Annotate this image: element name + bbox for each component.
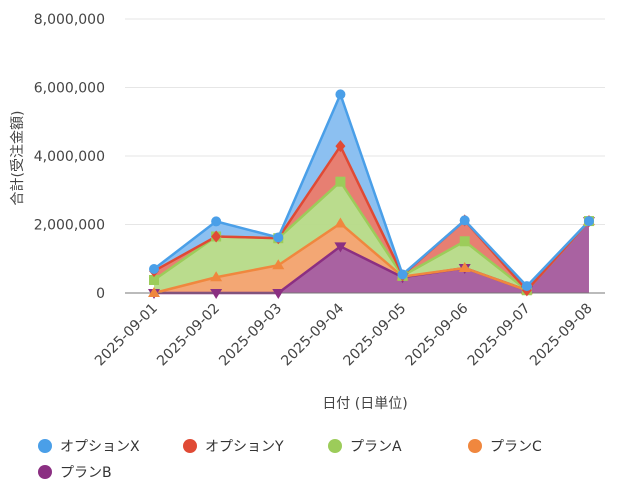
legend-label: オプションY xyxy=(205,439,284,455)
y-tick-label: 8,000,000 xyxy=(34,12,105,28)
legend-marker-icon xyxy=(38,439,52,453)
data-point[interactable] xyxy=(334,242,347,253)
legend-marker-icon xyxy=(468,439,482,453)
area-プランC xyxy=(154,221,589,293)
area-オプションX xyxy=(154,94,589,291)
y-tick-label: 0 xyxy=(96,286,105,302)
data-point[interactable] xyxy=(149,264,159,275)
data-point[interactable] xyxy=(148,287,160,297)
y-tick-label: 4,000,000 xyxy=(34,149,105,165)
area-プランA xyxy=(154,181,589,293)
legend-marker-icon xyxy=(328,439,342,453)
data-point[interactable] xyxy=(272,259,285,270)
x-tick-label: 2025-09-03 xyxy=(216,301,285,370)
legend-label: オプションX xyxy=(60,439,140,455)
data-point[interactable] xyxy=(211,230,222,243)
data-point[interactable] xyxy=(335,140,346,153)
data-point[interactable] xyxy=(521,281,532,292)
legend-label: プランB xyxy=(60,465,112,481)
y-axis-title: 合計(受注金額) xyxy=(10,111,26,206)
data-point[interactable] xyxy=(458,261,471,272)
legend-marker-icon xyxy=(183,439,197,453)
data-point[interactable] xyxy=(459,215,470,226)
x-tick-label: 2025-09-04 xyxy=(278,300,347,369)
line-プランC xyxy=(153,220,590,295)
data-point[interactable] xyxy=(210,289,223,299)
x-axis-title: 日付 (日単位) xyxy=(322,396,407,412)
x-tick-label: 2025-09-06 xyxy=(403,300,472,369)
data-point[interactable] xyxy=(273,232,284,243)
data-point[interactable] xyxy=(149,274,159,285)
area-オプションY xyxy=(154,146,589,291)
y-tick-label: 6,000,000 xyxy=(34,81,105,97)
x-tick-label: 2025-09-01 xyxy=(92,301,161,370)
x-tick-label: 2025-09-07 xyxy=(465,301,534,370)
data-point[interactable] xyxy=(272,289,285,299)
legend-marker-icon xyxy=(38,465,52,479)
y-tick-label: 2,000,000 xyxy=(34,218,105,234)
legend-item[interactable]: オプションX xyxy=(38,436,140,456)
data-point[interactable] xyxy=(583,216,594,227)
legend-item[interactable]: プランC xyxy=(468,436,542,456)
data-point[interactable] xyxy=(211,216,222,227)
data-point[interactable] xyxy=(210,271,223,282)
legend-label: プランA xyxy=(350,439,402,455)
legend-label: プランC xyxy=(490,439,542,455)
line-オプションX xyxy=(153,90,590,288)
data-point[interactable] xyxy=(397,269,408,280)
data-point[interactable] xyxy=(334,217,347,228)
x-tick-label: 2025-09-08 xyxy=(527,301,596,370)
legend-item[interactable]: プランB xyxy=(38,462,112,482)
legend-item[interactable]: プランA xyxy=(328,436,402,456)
legend-item[interactable]: オプションY xyxy=(183,436,284,456)
data-point[interactable] xyxy=(459,236,470,247)
stacked-area-chart: 0 2,000,000 4,000,000 6,000,000 8,000,000 合計(… xyxy=(10,12,605,412)
x-tick-label: 2025-09-05 xyxy=(341,301,410,370)
x-tick-label: 2025-09-02 xyxy=(154,301,223,370)
data-point[interactable] xyxy=(335,176,346,187)
data-point[interactable] xyxy=(335,89,346,100)
area-プランB xyxy=(154,221,589,293)
line-オプションY xyxy=(153,143,590,293)
